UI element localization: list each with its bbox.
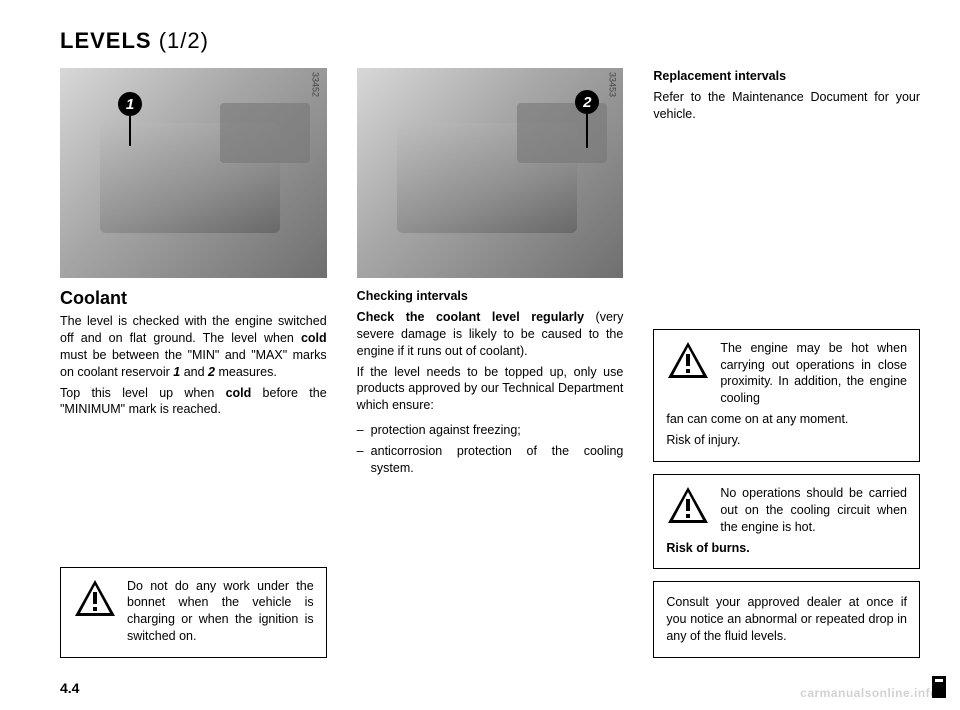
warning-icon xyxy=(666,485,710,525)
text-bold: cold xyxy=(301,331,327,345)
warning-top-row: No operations should be carried out on t… xyxy=(666,485,907,536)
warning-box-bonnet: Do not do any work under the bonnet when… xyxy=(60,567,327,659)
spacer xyxy=(653,123,920,317)
photo-2-wrap: 33453 2 xyxy=(357,68,624,278)
text: The level is checked with the engine swi… xyxy=(60,314,327,345)
col3-paragraph-1: Refer to the Maintenance Document for yo… xyxy=(653,89,920,123)
warning-box-hot-engine: The engine may be hot when carrying out … xyxy=(653,329,920,462)
title-fraction: (1/2) xyxy=(159,28,209,53)
photo-1-wrap: 33452 1 xyxy=(60,68,327,278)
warning-rest-2: Risk of injury. xyxy=(666,432,907,449)
text: measures. xyxy=(215,365,277,379)
warning-text: Do not do any work under the bonnet when… xyxy=(127,578,314,646)
column-3: Replacement intervals Refer to the Maint… xyxy=(653,68,920,658)
column-2: 33453 2 Checking intervals Check the coo… xyxy=(357,68,624,658)
section-tab-icon xyxy=(932,676,946,698)
list-item: protection against freezing; xyxy=(357,422,624,439)
watermark-text: carmanualsonline.info xyxy=(800,686,938,700)
content-columns: 33452 1 Coolant The level is checked wit… xyxy=(60,68,920,658)
col2-heading: Checking intervals xyxy=(357,288,624,305)
photo-1-code: 33452 xyxy=(311,72,321,97)
warning-text: The engine may be hot when carrying out … xyxy=(720,340,907,408)
warning-top-row: Do not do any work under the bonnet when… xyxy=(73,578,314,646)
warning-box-burns: No operations should be carried out on t… xyxy=(653,474,920,570)
list-item: anticorrosion protection of the cooling … xyxy=(357,443,624,477)
spacer xyxy=(60,418,327,554)
ref-num-2: 2 xyxy=(208,365,215,379)
warning-rest-bold: Risk of burns. xyxy=(666,540,907,557)
text-bold: Check the coolant level regularly xyxy=(357,310,584,324)
coolant-heading: Coolant xyxy=(60,288,327,309)
warning-icon xyxy=(73,578,117,618)
manual-page: LEVELS (1/2) 33452 1 Coolant The level i… xyxy=(0,0,960,710)
info-box-dealer: Consult your approved dealer at once if … xyxy=(653,581,920,658)
warning-rest-1: fan can come on at any moment. xyxy=(666,411,907,428)
col2-paragraph-2: If the level needs to be topped up, only… xyxy=(357,364,624,415)
col1-paragraph-1: The level is checked with the engine swi… xyxy=(60,313,327,381)
page-number: 4.4 xyxy=(60,680,79,696)
photo-2 xyxy=(357,68,624,278)
photo-1 xyxy=(60,68,327,278)
col1-paragraph-2: Top this level up when cold before the "… xyxy=(60,385,327,419)
warning-icon xyxy=(666,340,710,380)
photo-2-code: 33453 xyxy=(607,72,617,97)
column-1: 33452 1 Coolant The level is checked wit… xyxy=(60,68,327,658)
warning-top-row: The engine may be hot when carrying out … xyxy=(666,340,907,408)
col2-list: protection against freezing; anticorrosi… xyxy=(357,418,624,477)
col2-paragraph-1: Check the coolant level regularly (very … xyxy=(357,309,624,360)
text: and xyxy=(180,365,208,379)
page-title: LEVELS (1/2) xyxy=(60,28,920,54)
text-bold: cold xyxy=(226,386,252,400)
text: Top this level up when xyxy=(60,386,226,400)
col3-heading: Replacement intervals xyxy=(653,68,920,85)
title-main: LEVELS xyxy=(60,28,152,53)
warning-text: No operations should be carried out on t… xyxy=(720,485,907,536)
